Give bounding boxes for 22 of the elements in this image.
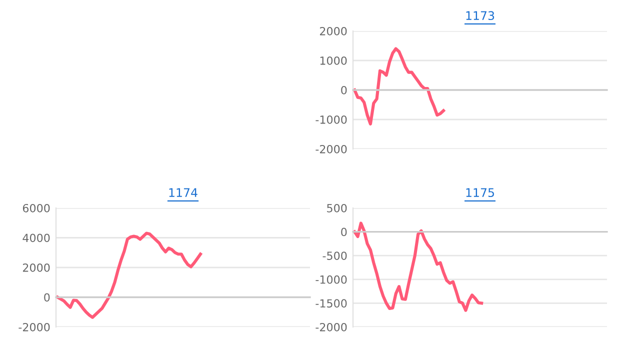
y-tick-label: -2000 [18,322,50,332]
y-tick-label: 2000 [22,263,50,272]
y-tick-label: 500 [327,204,347,212]
y-tick-label: -1500 [316,299,347,308]
y-tick-label: 2000 [320,26,347,36]
y-tick-label: 0 [341,228,347,236]
chart-title: 1175 [466,188,494,198]
y-tick-label: 6000 [22,204,50,212]
y-tick-label: -2000 [316,322,347,332]
y-tick-label: 0 [44,293,50,302]
y-tick-label: 1000 [320,56,347,65]
y-tick-label: -1000 [316,275,347,284]
chart-title: 1173 [466,11,494,20]
line-series [353,47,446,126]
y-tick-label: 4000 [22,234,50,242]
y-tick-label: -2000 [316,144,347,154]
line-series [353,222,484,312]
y-tick-label: -1000 [316,115,347,124]
y-tick-label: 0 [341,86,347,94]
chart-title: 1174 [169,188,198,197]
line-series [56,232,202,319]
y-tick-label: -500 [322,252,347,260]
